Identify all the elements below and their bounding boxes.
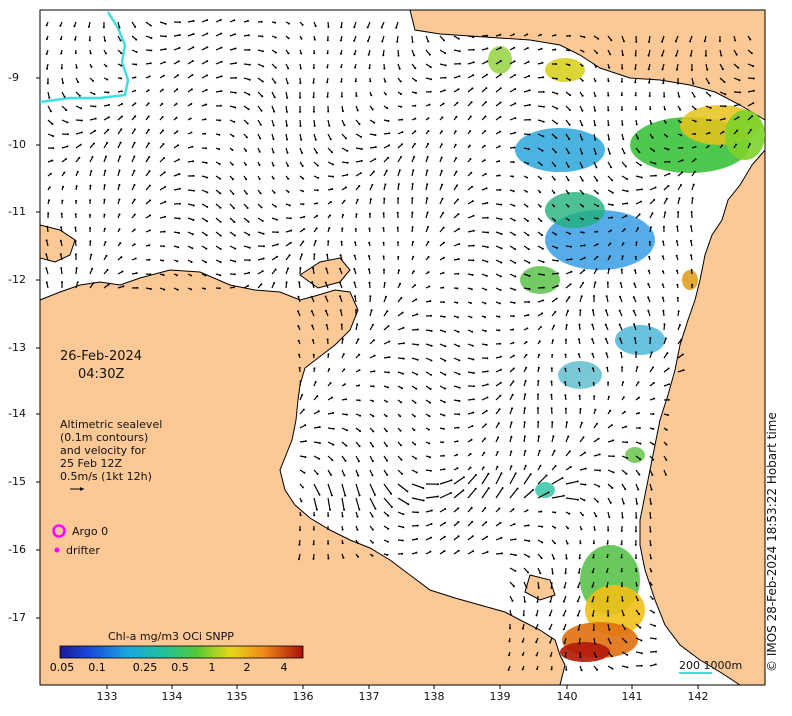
scale-bar-label: 200 1000m: [679, 659, 743, 672]
y-tick-label: -14: [8, 407, 26, 420]
velocity-arrows: [45, 18, 755, 672]
colorbar-tick: 1: [208, 661, 216, 674]
colorbar-tick: 0.25: [132, 661, 158, 674]
colorbar-tick: 0.5: [171, 661, 189, 674]
colorbar-tick: 4: [280, 661, 288, 674]
altimetry-note: Altimetric sealevel (0.1m contours) and …: [60, 418, 180, 483]
y-tick-label: -16: [8, 543, 26, 556]
argo-marker: [52, 524, 66, 538]
colorbar-tick: 0.05: [49, 661, 75, 674]
map-time: 04:30Z: [78, 367, 125, 382]
land-new-guinea: [409, 9, 766, 121]
colorbar-tick: 2: [243, 661, 251, 674]
colorbar-tick: 0.1: [88, 661, 106, 674]
chlorophyll-layer: [488, 46, 765, 662]
land: [39, 9, 766, 686]
y-tick-label: -12: [8, 273, 26, 286]
land-northern-territory: [39, 269, 566, 686]
y-tick-label: -10: [8, 138, 26, 151]
y-tick-label: -17: [8, 611, 26, 624]
legend-argo: Argo 0: [72, 525, 109, 538]
legend-drifter: drifter: [66, 544, 100, 557]
x-tick-label: 137: [358, 690, 380, 703]
x-tick-label: 141: [621, 690, 643, 703]
credit-text: © IMOS 28-Feb-2024 18:53:22 Hobart time: [765, 412, 779, 672]
altimetry-line-5: 0.5m/s (1kt 12h): [60, 470, 152, 483]
land-island-2: [299, 257, 351, 289]
y-tick-label: -9: [8, 71, 19, 84]
x-tick-label: 134: [161, 690, 183, 703]
x-tick-label: 136: [292, 690, 314, 703]
land-island-1: [39, 224, 76, 263]
colorbar: [59, 645, 304, 659]
x-tick-label: 139: [489, 690, 511, 703]
altimetry-line-3: and velocity for: [60, 444, 146, 457]
scale-arrow-head: [80, 487, 84, 491]
x-tick-label: 142: [687, 690, 709, 703]
drifter-marker: [54, 547, 60, 553]
x-tick-label: 133: [96, 690, 118, 703]
altimetry-line-2: (0.1m contours): [60, 431, 149, 444]
y-tick-label: -13: [8, 341, 26, 354]
land-island-3: [524, 574, 556, 601]
x-tick-label: 138: [423, 690, 445, 703]
land-cape-york: [639, 148, 766, 686]
x-tick-label: 135: [226, 690, 248, 703]
y-tick-label: -15: [8, 475, 26, 488]
y-tick-label: -11: [8, 205, 26, 218]
map-date: 26-Feb-2024: [60, 349, 143, 364]
axis-ticks: [36, 77, 699, 689]
altimetry-line-4: 25 Feb 12Z: [60, 457, 122, 470]
x-tick-label: 140: [556, 690, 578, 703]
sealevel-contour: [39, 11, 130, 104]
colorbar-title: Chl-a mg/m3 OCi SNPP: [108, 630, 234, 643]
altimetry-line-1: Altimetric sealevel: [60, 418, 163, 431]
